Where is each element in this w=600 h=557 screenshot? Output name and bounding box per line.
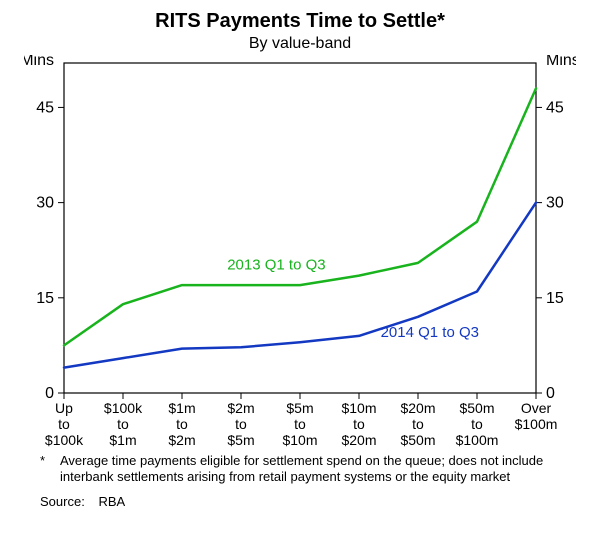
ytick-right: 45 xyxy=(546,99,564,116)
chart-footnote: * Average time payments eligible for set… xyxy=(24,453,576,486)
source-value: RBA xyxy=(98,494,125,509)
chart-subtitle: By value-band xyxy=(24,35,576,53)
chart-svg: 00151530304545MinsMinsUpto$100k$100kto$1… xyxy=(24,55,576,447)
ytick-left: 0 xyxy=(45,385,54,402)
ytick-right: 30 xyxy=(546,195,564,212)
series-label: 2014 Q1 to Q3 xyxy=(381,324,479,341)
chart-title: RITS Payments Time to Settle* xyxy=(24,10,576,33)
footnote-marker: * xyxy=(40,453,45,469)
x-tick-label: $50mto$100m xyxy=(456,400,499,447)
chart-plot-row: 00151530304545MinsMinsUpto$100k$100kto$1… xyxy=(24,55,576,447)
x-tick-label: $1mto$2m xyxy=(168,400,195,447)
ytick-left: 30 xyxy=(36,195,54,212)
y-axis-label-left: Mins xyxy=(24,55,54,69)
footnote-text: Average time payments eligible for settl… xyxy=(60,453,543,484)
ytick-left: 45 xyxy=(36,99,54,116)
chart-source: Source: RBA xyxy=(24,494,576,509)
x-tick-label: $20mto$50m xyxy=(400,400,435,447)
x-tick-label: $10mto$20m xyxy=(341,400,376,447)
y-axis-label-right: Mins xyxy=(546,55,576,69)
ytick-left: 15 xyxy=(36,290,54,307)
series-label: 2013 Q1 to Q3 xyxy=(227,256,325,273)
ytick-right: 15 xyxy=(546,290,564,307)
source-label: Source: xyxy=(40,494,85,509)
x-tick-label: Upto$100k xyxy=(45,400,84,447)
x-tick-label: $2mto$5m xyxy=(227,400,254,447)
x-tick-label: Over$100m xyxy=(515,400,558,432)
x-tick-label: $5mto$10m xyxy=(282,400,317,447)
chart-container: RITS Payments Time to Settle* By value-b… xyxy=(0,0,600,557)
x-tick-label: $100kto$1m xyxy=(104,400,143,447)
